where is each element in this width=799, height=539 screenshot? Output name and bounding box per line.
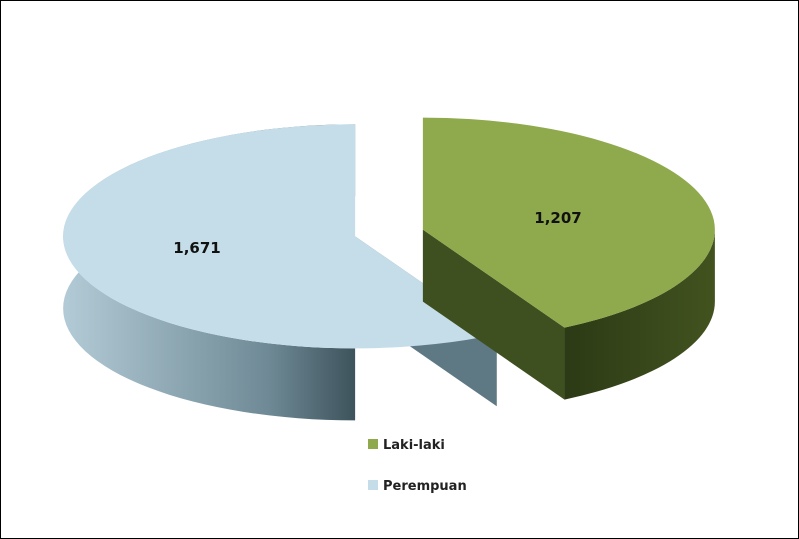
slice-laki-laki: [422, 117, 715, 328]
slice-side-inner-laki-laki: [422, 229, 565, 400]
data-label-laki-laki: 1,207: [534, 209, 581, 227]
slice-perempuan: [63, 124, 497, 349]
legend-item-laki-laki: Laki-laki: [368, 438, 445, 453]
data-labels: 1,207 1,671: [173, 209, 581, 257]
legend-swatch-laki-laki: [368, 439, 378, 449]
legend: Laki-laki Perempuan: [368, 438, 467, 494]
slice-side-laki-laki: [564, 229, 715, 400]
legend-swatch-perempuan: [368, 480, 378, 490]
pie-slices: [63, 117, 715, 421]
legend-item-perempuan: Perempuan: [368, 479, 467, 494]
data-label-perempuan: 1,671: [173, 239, 220, 257]
legend-label-laki-laki: Laki-laki: [383, 438, 445, 453]
legend-label-perempuan: Perempuan: [383, 479, 467, 494]
